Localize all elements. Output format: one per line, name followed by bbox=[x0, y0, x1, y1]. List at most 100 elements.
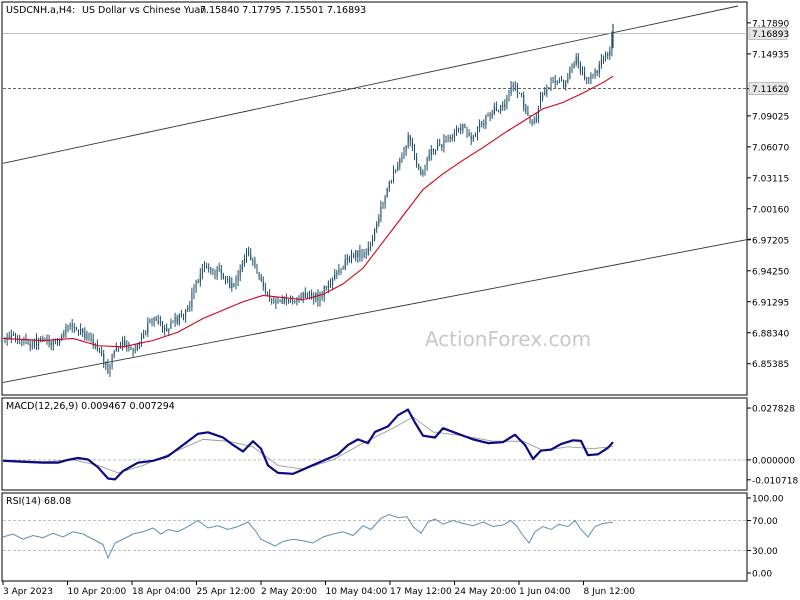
candle-body bbox=[111, 354, 113, 364]
macd-signal-line bbox=[2, 416, 614, 474]
candle-body bbox=[168, 328, 170, 332]
candle-body bbox=[8, 336, 10, 340]
time-axis-label: 1 Jun 04:00 bbox=[519, 587, 571, 597]
candle-body bbox=[435, 149, 436, 152]
candle-body bbox=[113, 351, 115, 355]
candle-body bbox=[290, 300, 292, 302]
time-axis-label: 25 Apr 12:00 bbox=[197, 587, 256, 597]
candle-body bbox=[510, 86, 512, 94]
candle-body bbox=[57, 338, 58, 344]
candle-body bbox=[109, 363, 111, 373]
candle-body bbox=[334, 274, 336, 279]
candle-body bbox=[254, 260, 256, 267]
price-axis-label: 7.00160 bbox=[752, 205, 789, 215]
candle-body bbox=[569, 67, 571, 79]
candle-body bbox=[453, 133, 455, 137]
candle-body bbox=[393, 171, 394, 182]
candle-body bbox=[235, 280, 237, 287]
candle-body bbox=[395, 170, 397, 172]
candle-body bbox=[191, 293, 193, 307]
candle-body bbox=[292, 300, 294, 302]
candle-body bbox=[575, 56, 577, 65]
candle-body bbox=[107, 365, 109, 373]
candle-body bbox=[577, 56, 579, 64]
symbol-label: USDCNH.a,H4: bbox=[6, 5, 75, 16]
candle-body bbox=[206, 265, 208, 268]
macd-pane bbox=[2, 408, 747, 481]
candle-body bbox=[342, 268, 344, 270]
candle-body bbox=[75, 327, 77, 331]
candle-body bbox=[590, 74, 592, 79]
candle-body bbox=[256, 266, 258, 274]
candle-body bbox=[101, 352, 103, 355]
candle-body bbox=[260, 276, 262, 282]
candle-body bbox=[12, 334, 14, 336]
candle-body bbox=[141, 338, 142, 342]
candle-body bbox=[193, 288, 195, 294]
candle-body bbox=[451, 136, 453, 139]
candle-body bbox=[29, 344, 31, 347]
time-axis-label: 3 Apr 2023 bbox=[3, 587, 53, 597]
candle-body bbox=[288, 300, 289, 302]
candle-body bbox=[554, 81, 556, 83]
candle-body bbox=[460, 127, 462, 131]
candle-body bbox=[59, 339, 61, 344]
candle-body bbox=[269, 294, 271, 301]
candle-body bbox=[338, 270, 340, 273]
rsi-axis-label: 30.00 bbox=[752, 547, 778, 557]
candle-body bbox=[372, 239, 373, 247]
candle-body bbox=[132, 349, 134, 351]
candle-body bbox=[330, 282, 331, 285]
candle-body bbox=[493, 106, 495, 115]
candle-body bbox=[275, 300, 277, 303]
candle-body bbox=[86, 333, 88, 339]
candle-body bbox=[424, 165, 426, 172]
candle-body bbox=[99, 350, 100, 353]
candle-body bbox=[432, 149, 434, 152]
candle-body bbox=[279, 300, 281, 302]
candle-body bbox=[462, 124, 464, 131]
candle-body bbox=[382, 204, 384, 207]
candle-body bbox=[321, 296, 323, 298]
candle-body bbox=[521, 93, 523, 96]
candle-body bbox=[185, 309, 187, 317]
rsi-title: RSI(14) 68.08 bbox=[6, 496, 71, 507]
candle-body bbox=[340, 268, 342, 271]
candle-body bbox=[573, 64, 575, 69]
candle-body bbox=[210, 268, 212, 270]
candle-body bbox=[325, 285, 327, 288]
candle-body bbox=[317, 293, 319, 301]
rsi-axis-label: 0.00 bbox=[752, 570, 772, 580]
candle-body bbox=[187, 307, 189, 310]
candle-body bbox=[172, 321, 174, 323]
candle-body bbox=[582, 71, 583, 73]
candle-body bbox=[407, 135, 409, 146]
candle-body bbox=[33, 339, 35, 346]
candle-body bbox=[399, 159, 401, 166]
candle-body bbox=[250, 253, 252, 261]
candle-body bbox=[267, 291, 268, 295]
candle-body bbox=[523, 95, 525, 108]
candle-body bbox=[525, 107, 527, 112]
time-axis-label: 10 May 04:00 bbox=[326, 587, 388, 597]
candle-body bbox=[472, 136, 474, 140]
candle-body bbox=[477, 128, 478, 135]
candle-body bbox=[500, 105, 502, 111]
candle-body bbox=[596, 70, 598, 73]
candle-body bbox=[309, 293, 310, 297]
candle-body bbox=[84, 332, 86, 339]
candle-body bbox=[88, 333, 90, 339]
candle-body bbox=[136, 345, 138, 350]
candle-body bbox=[378, 217, 380, 224]
candle-body bbox=[145, 333, 147, 335]
price-axis-label: 6.97205 bbox=[752, 236, 789, 246]
candle-body bbox=[195, 281, 197, 289]
rsi-axis-label: 100.00 bbox=[752, 495, 784, 505]
candle-body bbox=[603, 56, 604, 60]
price-pane-frame bbox=[1, 1, 748, 396]
candle-body bbox=[481, 123, 483, 125]
candle-body bbox=[227, 278, 229, 280]
channel-upper-line bbox=[2, 5, 739, 164]
ohlc-values: 7.15840 7.17795 7.15501 7.16893 bbox=[200, 5, 366, 16]
